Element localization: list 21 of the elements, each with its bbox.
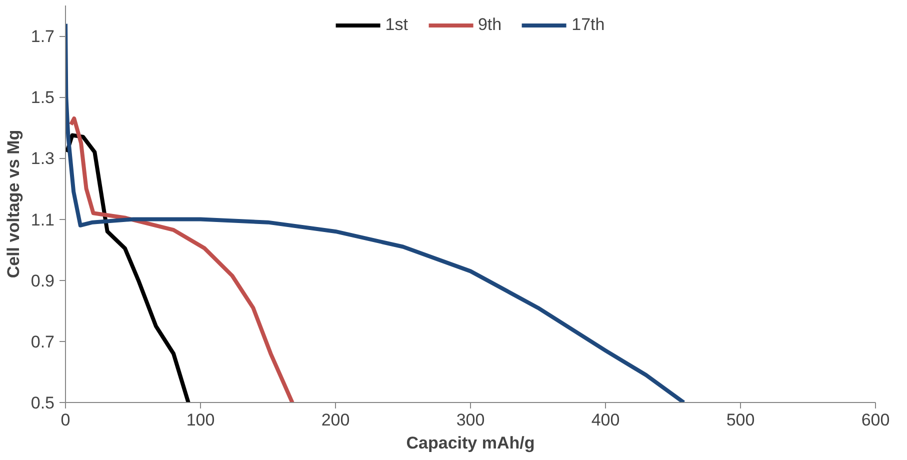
y-tick-label: 1.3 <box>30 149 55 168</box>
y-tick-label: 1.1 <box>30 210 55 230</box>
y-tick-label: 0.5 <box>30 394 55 412</box>
legend-label: 17th <box>572 15 605 35</box>
legend-label: 9th <box>478 15 502 35</box>
x-tick-label: 0 <box>60 410 70 430</box>
line-series <box>68 116 294 402</box>
x-tick-label: 600 <box>861 410 890 430</box>
line-series <box>66 133 190 402</box>
x-tick-label: 500 <box>726 410 755 430</box>
x-tick-label: 300 <box>456 410 485 430</box>
legend-label: 1st <box>385 15 408 35</box>
x-axis-title: Capacity mAh/g <box>406 434 535 452</box>
y-tick-label: 1.5 <box>30 88 55 108</box>
y-tick-label: 0.9 <box>30 271 55 290</box>
y-tick-label: 1.7 <box>30 27 55 46</box>
x-tick-label: 400 <box>591 410 620 430</box>
y-tick-label: 0.7 <box>30 332 55 352</box>
x-tick-label: 200 <box>321 410 350 430</box>
y-axis-title: Cell voltage vs Mg <box>4 130 23 278</box>
x-tick-label: 100 <box>186 410 215 430</box>
